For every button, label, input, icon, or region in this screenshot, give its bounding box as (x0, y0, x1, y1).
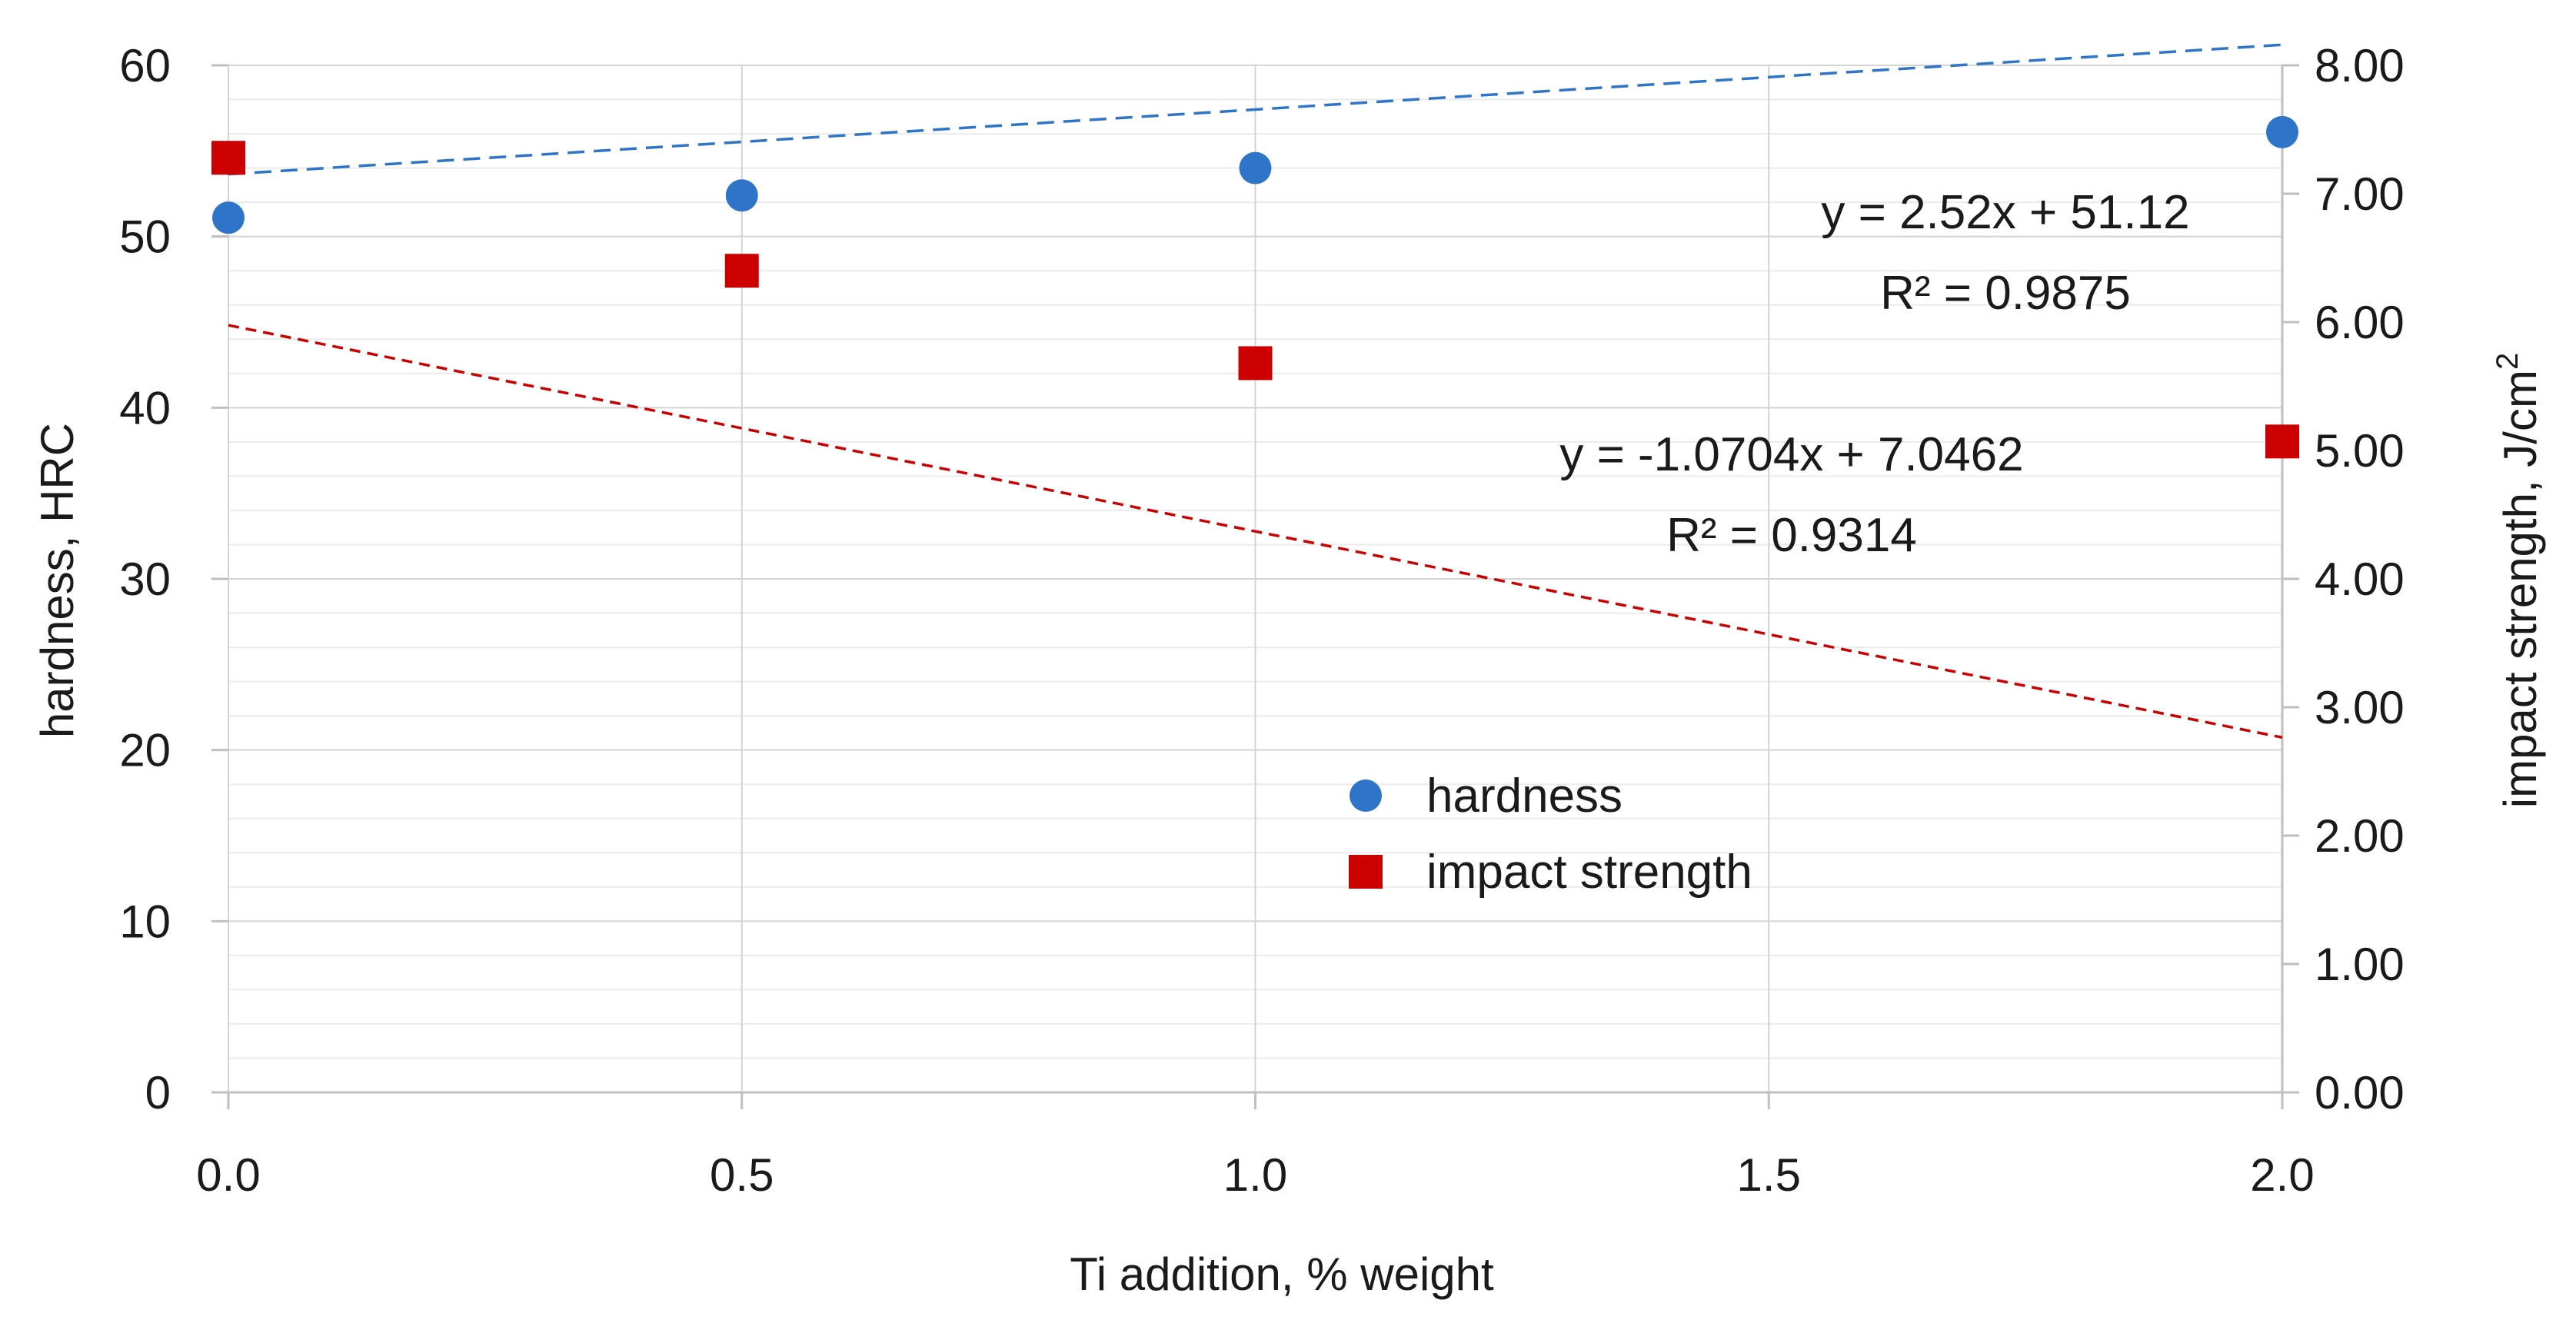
y-left-tick-label: 50 (119, 211, 171, 263)
impact-point (211, 141, 245, 175)
y-left-tick-label: 40 (119, 382, 171, 434)
x-tick-label: 0.0 (196, 1149, 260, 1201)
x-tick-label: 1.0 (1223, 1149, 1287, 1201)
impact-trend-r2: R² = 0.9314 (1666, 509, 1917, 562)
impact-point (2265, 424, 2299, 459)
y-right-tick-label: 1.00 (2315, 939, 2405, 990)
x-axis-title: Ti addition, % weight (1070, 1248, 1494, 1300)
tick-labels: 0 10 20 30 40 50 60 0.00 1.00 2.00 3.00 4.00 5.00 6.0… (119, 40, 2405, 1201)
y-right-tick-label: 0.00 (2315, 1067, 2405, 1119)
legend-impact-label: impact strength (1426, 846, 1752, 899)
hardness-point (725, 179, 758, 212)
axes (211, 64, 2299, 1109)
hardness-trend-r2: R² = 0.9875 (1880, 267, 2131, 320)
y-left-axis-title: hardness, HRC (32, 423, 83, 738)
y-left-tick-label: 60 (119, 40, 171, 91)
y-right-tick-label: 2.00 (2315, 810, 2405, 862)
legend: hardness impact strength (1349, 770, 1752, 899)
y-right-tick-label: 3.00 (2315, 682, 2405, 733)
impact-trend-equation: y = -1.0704x + 7.0462 (1559, 428, 2023, 481)
legend-hardness-marker (1350, 780, 1382, 812)
y-right-axis-title-superscript: 2 (2491, 353, 2524, 370)
data-markers (211, 115, 2299, 459)
hardness-point (2266, 115, 2298, 148)
y-left-tick-label: 10 (119, 896, 171, 947)
y-right-axis-title: impact strength, J/cm2 (2491, 353, 2546, 808)
x-tick-label: 1.5 (1737, 1149, 1801, 1201)
y-left-tick-label: 20 (119, 725, 171, 776)
y-right-tick-label: 7.00 (2315, 168, 2405, 220)
impact-point (1238, 346, 1273, 381)
legend-hardness-label: hardness (1426, 770, 1622, 823)
hardness-trendline (228, 43, 2283, 176)
x-tick-label: 0.5 (710, 1149, 774, 1201)
y-left-tick-label: 0 (145, 1067, 171, 1119)
hardness-point (1239, 151, 1272, 184)
y-right-tick-label: 5.00 (2315, 425, 2405, 477)
y-right-axis-title-main: impact strength, J/cm (2494, 370, 2546, 808)
hardness-trend-equation: y = 2.52x + 51.12 (1821, 186, 2189, 239)
y-left-tick-label: 30 (119, 553, 171, 605)
y-right-tick-label: 8.00 (2315, 40, 2405, 91)
hardness-point (212, 201, 245, 234)
y-right-tick-label: 6.00 (2315, 297, 2405, 348)
impact-trendline (228, 324, 2283, 740)
impact-point (724, 254, 759, 288)
trendlines (228, 43, 2283, 740)
y-right-tick-label: 4.00 (2315, 553, 2405, 605)
x-tick-label: 2.0 (2250, 1149, 2314, 1201)
legend-impact-marker (1349, 855, 1383, 889)
